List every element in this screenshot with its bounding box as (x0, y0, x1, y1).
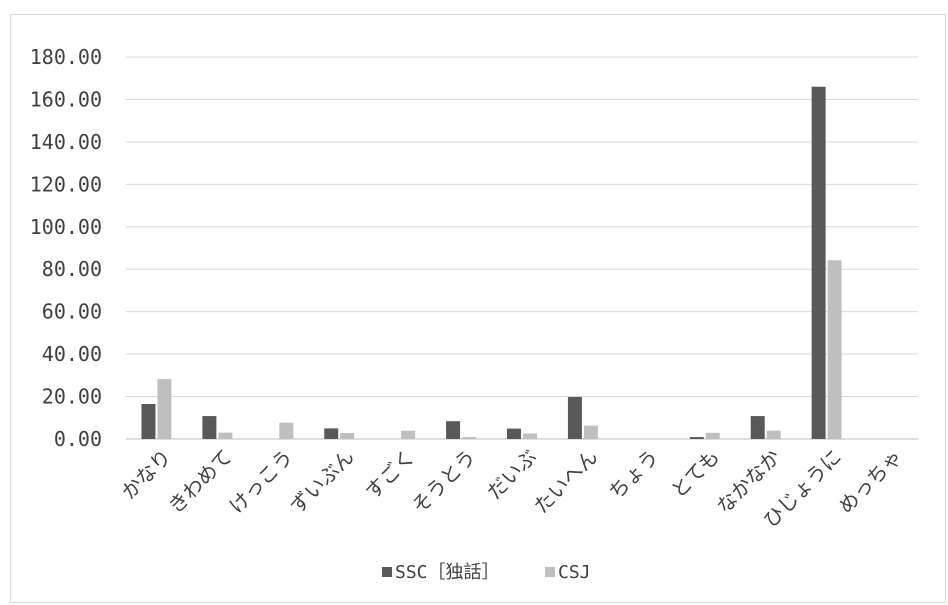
bar-csj (218, 432, 233, 439)
bar-ssc (202, 416, 217, 439)
bar-ssc (750, 416, 765, 439)
bar-csj (827, 260, 842, 439)
bar-ssc (446, 421, 461, 439)
x-category-label: かなり (117, 445, 176, 504)
bar-ssc (811, 86, 826, 439)
y-tick-label: 160.00 (30, 87, 102, 111)
y-tick-label: 60.00 (42, 300, 102, 324)
y-tick-label: 100.00 (30, 215, 102, 239)
legend: SSC［独話］ CSJ (382, 562, 591, 583)
x-category-label: とても (666, 445, 724, 503)
x-category-label: たいへん (529, 445, 603, 519)
gridlines (126, 56, 918, 440)
legend-swatch-ssc (382, 567, 392, 577)
bar-ssc (567, 396, 582, 439)
y-tick-label: 140.00 (30, 130, 102, 154)
y-tick-label: 180.00 (30, 45, 102, 69)
legend-label-ssc: SSC［独話］ (395, 562, 500, 583)
bar-csj (766, 430, 781, 439)
bar-ssc (689, 437, 704, 439)
bar-csj (157, 379, 172, 439)
y-tick-label: 120.00 (30, 172, 102, 196)
x-category-label: めっちゃ (834, 445, 908, 519)
y-axis-ticks: 0.00 20.00 40.00 60.00 80.00 100.00 120.00 140.… (30, 45, 102, 451)
legend-label-csj: CSJ (558, 562, 591, 583)
bar-csj (583, 425, 598, 439)
x-category-label: そうとう (407, 445, 481, 519)
bar-ssc (324, 428, 339, 439)
bar-csj (401, 430, 416, 439)
y-tick-label: 40.00 (42, 342, 102, 366)
bar-csj (462, 437, 477, 439)
x-category-label: すごく (360, 445, 419, 504)
bar-ssc (141, 403, 156, 439)
legend-swatch-csj (545, 567, 555, 577)
x-category-label: ちょう (604, 445, 663, 504)
x-category-label: きわめて (163, 445, 237, 519)
x-category-label: ずいぶん (285, 445, 359, 519)
y-tick-label: 0.00 (54, 427, 102, 451)
bar-csj (523, 433, 537, 439)
bar-ssc (507, 428, 521, 439)
bars (141, 86, 842, 439)
x-category-label: だいぶ (482, 445, 541, 504)
x-category-label: けっこう (224, 445, 298, 519)
chart-frame (10, 14, 946, 603)
y-tick-label: 80.00 (42, 257, 102, 281)
bar-csj (705, 432, 720, 439)
bar-csj (340, 433, 355, 439)
bar-csj (279, 422, 294, 439)
y-tick-label: 20.00 (42, 385, 102, 409)
